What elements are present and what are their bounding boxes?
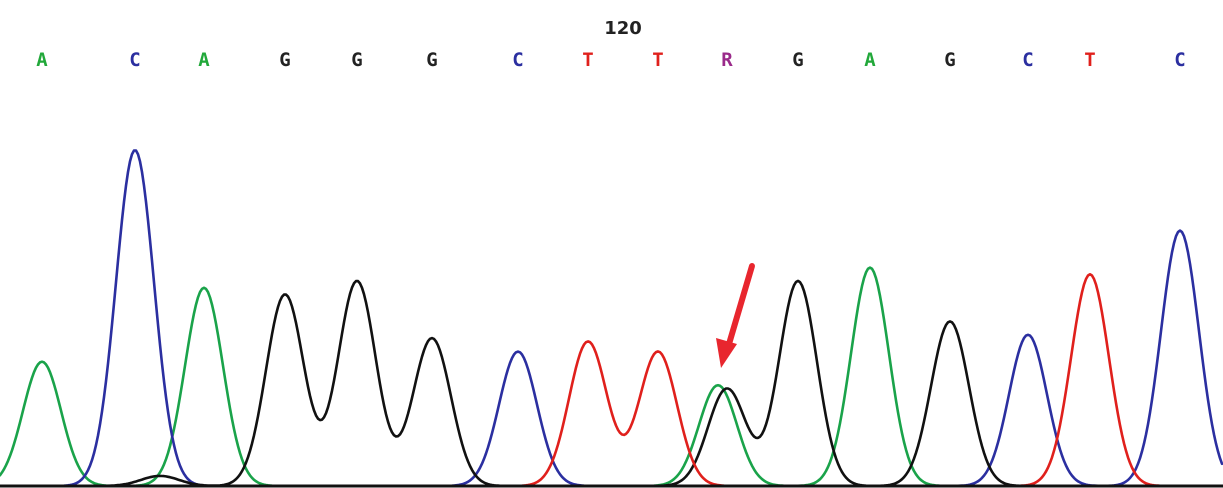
- arrow-head: [716, 338, 737, 368]
- base-call-4: G: [279, 49, 290, 71]
- variant-arrow-icon: [716, 263, 755, 368]
- trace-group: [0, 149, 1223, 488]
- base-call-2: C: [129, 49, 140, 71]
- arrow-shaft: [726, 263, 755, 347]
- base-call-6: G: [426, 49, 437, 71]
- base-call-5: G: [351, 49, 362, 71]
- base-call-16: C: [1174, 49, 1185, 71]
- base-call-7: C: [512, 49, 523, 71]
- base-call-15: T: [1084, 49, 1095, 71]
- base-call-1: A: [36, 49, 48, 71]
- base-call-9: T: [652, 49, 663, 71]
- base-call-12: A: [864, 49, 876, 71]
- base-call-14: C: [1022, 49, 1033, 71]
- base-call-11: G: [792, 49, 803, 71]
- base-call-13: G: [944, 49, 955, 71]
- trace-a: [0, 266, 1223, 488]
- base-call-8: T: [582, 49, 593, 71]
- position-label: 120: [604, 18, 642, 39]
- trace-c: [0, 149, 1223, 488]
- base-call-10: R: [721, 49, 733, 71]
- base-call-3: A: [198, 49, 210, 71]
